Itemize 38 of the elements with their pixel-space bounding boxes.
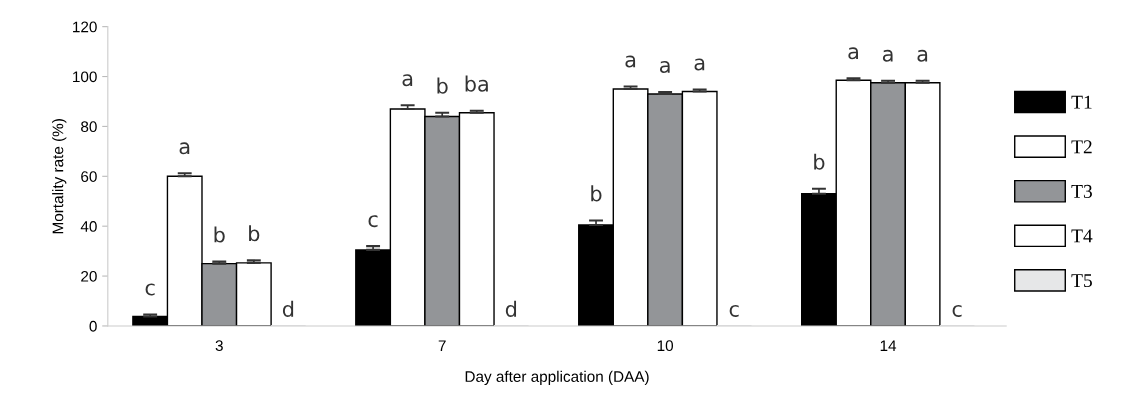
x-tick-label: 3 bbox=[215, 340, 223, 352]
y-tick-label: 100 bbox=[73, 71, 97, 83]
data-label: b bbox=[814, 153, 825, 170]
data-label: b bbox=[591, 185, 602, 202]
data-label: b bbox=[437, 77, 448, 94]
y-tick-label: 20 bbox=[81, 270, 97, 282]
legend-label: T2 bbox=[1071, 140, 1092, 154]
x-tick-label: 7 bbox=[438, 340, 446, 351]
data-label: a bbox=[694, 58, 705, 71]
x-tick-label: 10 bbox=[657, 340, 674, 352]
legend-label: T1 bbox=[1071, 95, 1092, 109]
legend-label: T3 bbox=[1071, 184, 1092, 198]
data-label: a bbox=[402, 74, 413, 87]
legend-label: T5 bbox=[1071, 274, 1092, 288]
data-label: d bbox=[282, 300, 294, 317]
legend-label: T4 bbox=[1071, 229, 1093, 243]
y-axis-title: Mortality rate (%) bbox=[52, 119, 67, 234]
data-label: ba bbox=[465, 75, 488, 92]
data-label: c bbox=[368, 215, 378, 228]
y-tick-label: 60 bbox=[81, 171, 97, 182]
x-axis-title: Day after application (DAA) bbox=[465, 370, 649, 385]
data-label: a bbox=[179, 142, 190, 155]
data-label: b bbox=[249, 225, 260, 242]
data-label: b bbox=[214, 226, 225, 243]
data-label: a bbox=[917, 49, 928, 62]
y-tick-label: 0 bbox=[89, 320, 97, 332]
y-tick-label: 40 bbox=[80, 221, 97, 232]
y-tick-label: 120 bbox=[73, 21, 97, 33]
data-label: a bbox=[848, 47, 858, 60]
data-label: c bbox=[729, 304, 739, 317]
data-label: a bbox=[659, 61, 670, 73]
data-label: d bbox=[505, 300, 517, 317]
data-label: a bbox=[882, 49, 893, 62]
data-label: c bbox=[145, 283, 155, 296]
x-tick-label: 14 bbox=[880, 340, 897, 351]
data-label: c bbox=[952, 304, 962, 317]
y-tick-label: 80 bbox=[81, 121, 97, 133]
data-label: a bbox=[625, 55, 636, 68]
